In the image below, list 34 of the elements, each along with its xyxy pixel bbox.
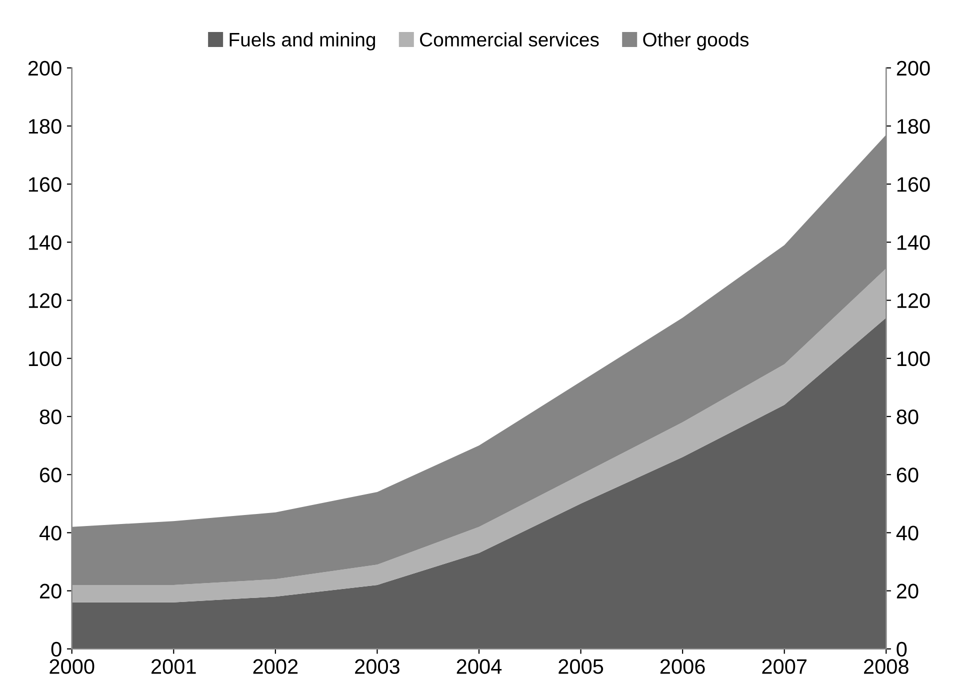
x-tick-label: 2004 xyxy=(456,659,502,674)
y2-tick-label: 40 xyxy=(896,526,918,540)
y-tick-label: 140 xyxy=(28,235,62,250)
x-tick-label: 2006 xyxy=(660,659,705,674)
y-tick-label: 60 xyxy=(40,468,62,482)
x-tick-label: 2001 xyxy=(152,659,196,674)
y2-tick-label: 60 xyxy=(896,468,918,482)
y-tick-label: 100 xyxy=(28,351,62,366)
y-tick-label: 120 xyxy=(28,293,62,308)
y2-tick-label: 80 xyxy=(896,410,918,424)
y-tick-label: 40 xyxy=(39,526,62,540)
y2-tick-label: 140 xyxy=(897,235,930,250)
y-tick-label: 180 xyxy=(28,119,62,134)
y-tick-label: 160 xyxy=(28,177,62,192)
y2-tick-label: 20 xyxy=(896,584,918,599)
x-tick-label: 2002 xyxy=(253,659,298,674)
y2-tick-label: 0 xyxy=(896,642,907,657)
legend-label: Other goods xyxy=(643,32,749,50)
y2-tick-label: 200 xyxy=(896,60,930,76)
x-tick-label: 2007 xyxy=(762,659,806,674)
y-tick-label: 200 xyxy=(28,60,62,76)
x-tick-label: 2005 xyxy=(558,659,604,674)
legend-label: Commercial services xyxy=(420,32,599,47)
y-tick-label: 20 xyxy=(40,584,62,599)
y-tick-label: 0 xyxy=(51,642,62,657)
legend-label: Fuels and mining xyxy=(230,32,376,50)
y2-tick-label: 180 xyxy=(897,119,930,134)
y2-tick-label: 160 xyxy=(897,177,930,192)
y2-tick-label: 120 xyxy=(897,293,930,308)
y2-tick-label: 100 xyxy=(897,351,930,366)
y-tick-label: 80 xyxy=(40,410,62,424)
x-tick-label: 2003 xyxy=(355,659,400,674)
x-tick-label: 2000 xyxy=(50,659,94,674)
x-tick-label: 2008 xyxy=(864,659,908,674)
